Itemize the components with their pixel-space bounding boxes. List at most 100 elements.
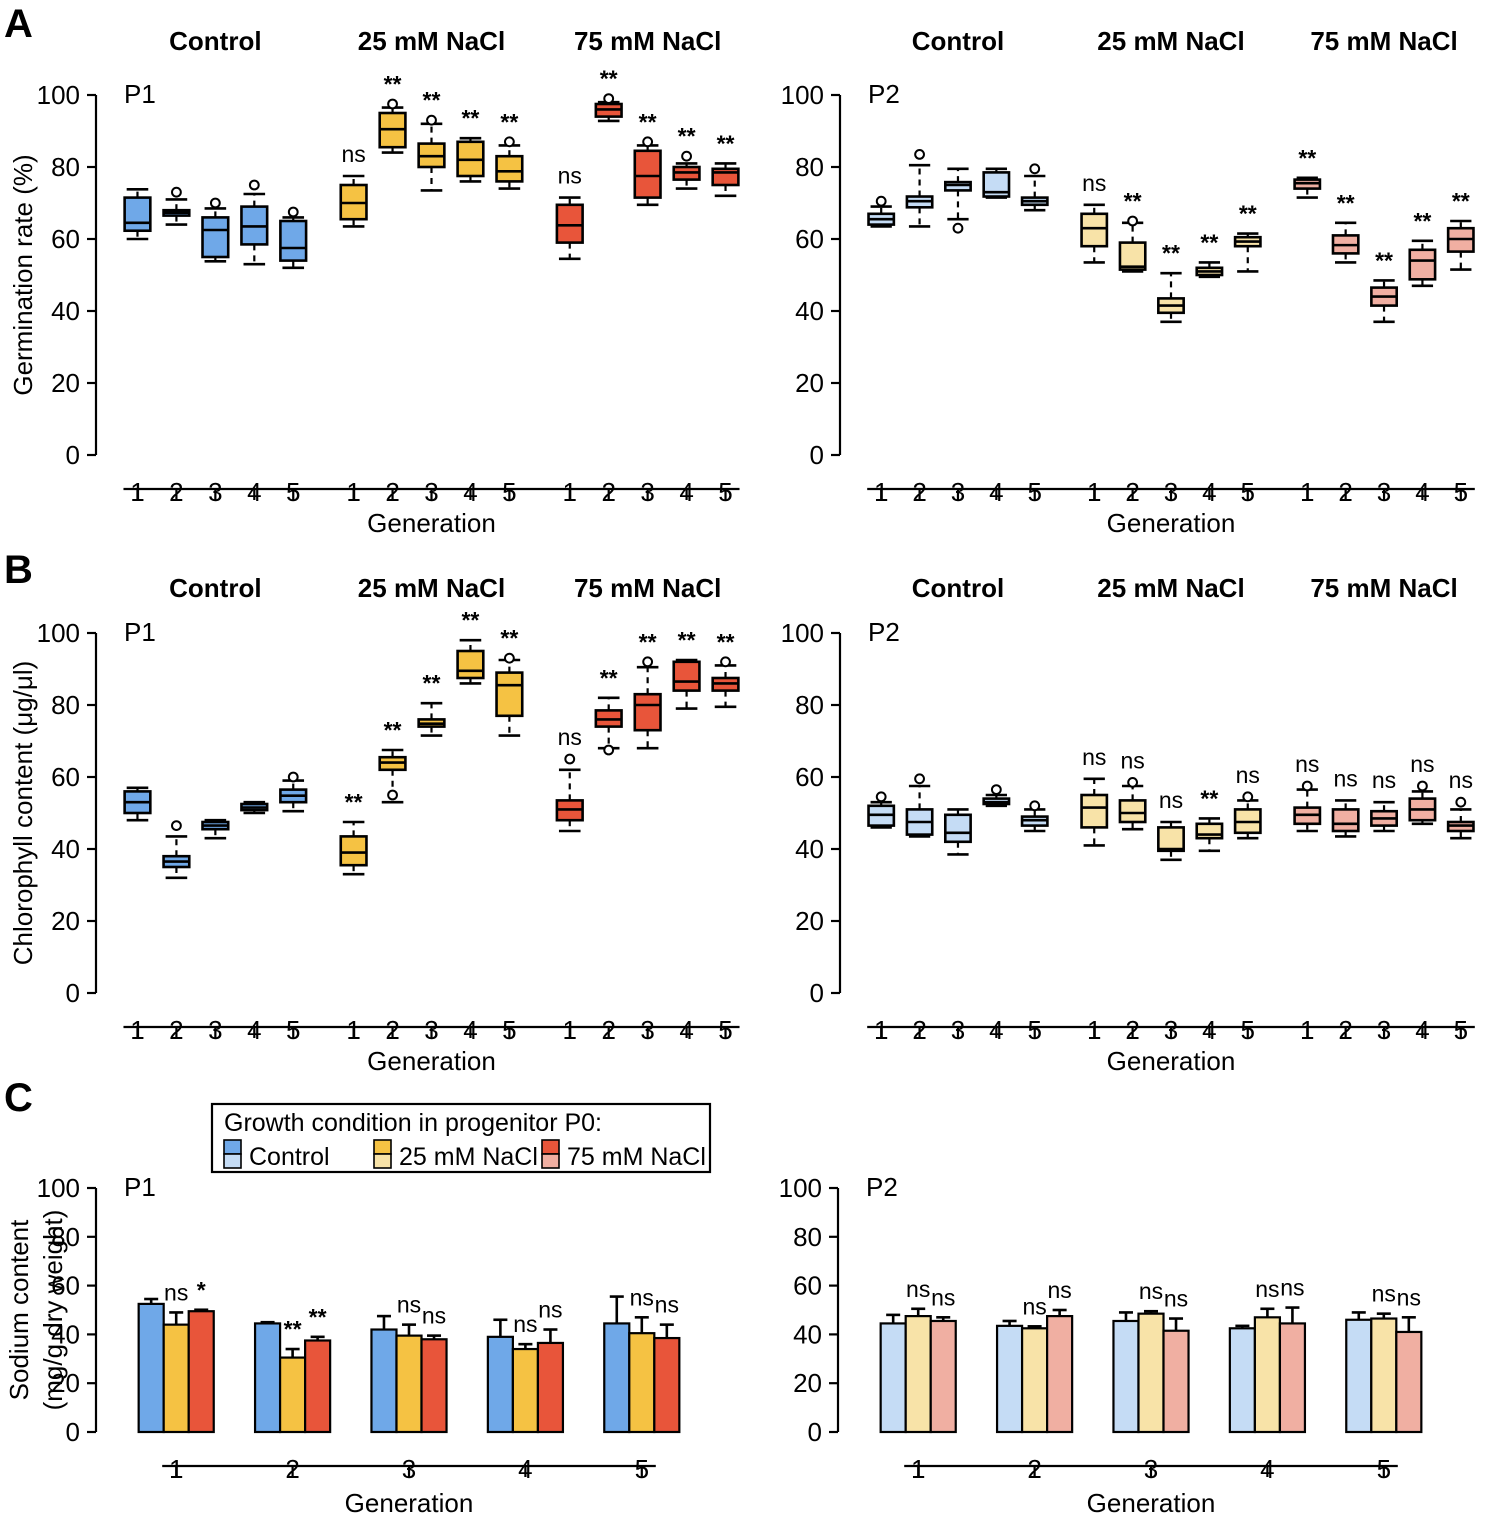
- boxplot-box[interactable]: [867, 791, 896, 829]
- bar-group[interactable]: [929, 1316, 957, 1434]
- legend-item[interactable]: 75 mM NaCl: [541, 1139, 706, 1171]
- boxplot-box[interactable]: [1331, 799, 1360, 838]
- boxplot-box[interactable]: [279, 771, 308, 813]
- bar-group[interactable]: [1253, 1307, 1282, 1434]
- bar-rect[interactable]: [1253, 1316, 1282, 1434]
- boxplot-box[interactable]: [1233, 232, 1262, 273]
- bar-group[interactable]: [370, 1314, 398, 1434]
- box-rect[interactable]: [279, 219, 308, 262]
- bar-group[interactable]: [1345, 1311, 1373, 1434]
- box-rect[interactable]: [201, 216, 230, 259]
- boxplot-box[interactable]: [905, 149, 934, 228]
- boxplot-box[interactable]: [555, 196, 584, 261]
- bar-group[interactable]: [1278, 1306, 1307, 1434]
- boxplot-box[interactable]: [1020, 163, 1049, 212]
- boxplot-box[interactable]: [201, 818, 230, 840]
- legend-item[interactable]: Control: [223, 1139, 330, 1171]
- box-rect[interactable]: [1118, 799, 1147, 824]
- box-rect[interactable]: [1157, 826, 1185, 853]
- bar-rect[interactable]: [904, 1314, 932, 1434]
- box-rect[interactable]: [495, 154, 524, 183]
- bar-rect[interactable]: [628, 1332, 656, 1434]
- boxplot-box[interactable]: [633, 136, 662, 207]
- boxplot-box[interactable]: [594, 93, 623, 123]
- boxplot-box[interactable]: [1157, 271, 1185, 324]
- bar-rect[interactable]: [1137, 1312, 1165, 1434]
- box-rect[interactable]: [1195, 822, 1224, 840]
- bar-rect[interactable]: [511, 1347, 540, 1434]
- box-rect[interactable]: [1408, 248, 1437, 281]
- boxplot-box[interactable]: [1293, 176, 1322, 199]
- bar-rect[interactable]: [420, 1338, 448, 1434]
- box-rect[interactable]: [672, 660, 701, 692]
- boxplot-box[interactable]: [495, 652, 524, 737]
- bar-rect[interactable]: [486, 1335, 514, 1434]
- boxplot-box[interactable]: [1080, 203, 1109, 264]
- box-rect[interactable]: [1331, 808, 1360, 833]
- bar-rect[interactable]: [1020, 1327, 1049, 1434]
- box-rect[interactable]: [555, 203, 584, 244]
- bar-group[interactable]: [187, 1308, 215, 1434]
- bar-rect[interactable]: [187, 1310, 215, 1434]
- bar-group[interactable]: [628, 1316, 656, 1434]
- boxplot-box[interactable]: [1331, 221, 1360, 264]
- boxplot-box[interactable]: [555, 753, 584, 833]
- bar-group[interactable]: [278, 1347, 307, 1434]
- boxplot-box[interactable]: [633, 656, 662, 750]
- box-rect[interactable]: [943, 813, 972, 844]
- box-rect[interactable]: [1118, 241, 1147, 271]
- bar-rect[interactable]: [304, 1339, 332, 1434]
- bar-rect[interactable]: [929, 1319, 957, 1434]
- boxplot-box[interactable]: [378, 748, 407, 804]
- bar-rect[interactable]: [162, 1323, 190, 1434]
- bar-group[interactable]: [1395, 1316, 1423, 1434]
- bar-group[interactable]: [879, 1313, 907, 1434]
- bar-group[interactable]: [904, 1307, 932, 1434]
- boxplot-box[interactable]: [982, 784, 1011, 808]
- boxplot-box[interactable]: [123, 786, 152, 822]
- bar-group[interactable]: [1046, 1308, 1074, 1434]
- bar-group[interactable]: [1112, 1311, 1140, 1434]
- bar-group[interactable]: [1228, 1324, 1256, 1434]
- bar-rect[interactable]: [1228, 1327, 1256, 1434]
- boxplot-box[interactable]: [162, 186, 191, 226]
- bar-group[interactable]: [486, 1318, 514, 1434]
- bar-group[interactable]: [536, 1328, 565, 1434]
- bar-group[interactable]: [995, 1319, 1024, 1434]
- boxplot-box[interactable]: [1408, 780, 1437, 826]
- bar-rect[interactable]: [1345, 1318, 1373, 1434]
- boxplot-box[interactable]: [201, 197, 230, 263]
- boxplot-box[interactable]: [240, 800, 269, 815]
- boxplot-box[interactable]: [1293, 780, 1322, 833]
- bar-group[interactable]: [511, 1342, 540, 1434]
- boxplot-box[interactable]: [378, 98, 407, 154]
- bar-rect[interactable]: [1395, 1330, 1423, 1434]
- box-rect[interactable]: [1080, 793, 1109, 829]
- boxplot-box[interactable]: [1118, 215, 1147, 273]
- bar-group[interactable]: [420, 1334, 448, 1434]
- boxplot-box[interactable]: [1408, 239, 1437, 288]
- boxplot-box[interactable]: [943, 808, 972, 856]
- bar-group[interactable]: [304, 1335, 332, 1434]
- boxplot-box[interactable]: [711, 656, 740, 709]
- bar-group[interactable]: [1020, 1325, 1049, 1434]
- box-rect[interactable]: [633, 692, 662, 732]
- boxplot-box[interactable]: [495, 136, 524, 190]
- boxplot-box[interactable]: [417, 114, 446, 192]
- bar-rect[interactable]: [370, 1328, 398, 1434]
- bar-rect[interactable]: [1278, 1322, 1307, 1434]
- boxplot-box[interactable]: [943, 167, 972, 234]
- bar-group[interactable]: [395, 1323, 423, 1434]
- boxplot-box[interactable]: [1157, 820, 1185, 862]
- boxplot-box[interactable]: [123, 188, 152, 241]
- boxplot-box[interactable]: [1233, 791, 1262, 840]
- boxplot-box[interactable]: [339, 820, 368, 876]
- bar-group[interactable]: [162, 1311, 190, 1434]
- legend-item[interactable]: 25 mM NaCl: [373, 1139, 538, 1171]
- box-rect[interactable]: [495, 671, 524, 718]
- bar-rect[interactable]: [395, 1334, 423, 1434]
- boxplot-box[interactable]: [417, 701, 446, 737]
- bar-rect[interactable]: [603, 1322, 631, 1434]
- bar-rect[interactable]: [253, 1322, 282, 1434]
- boxplot-box[interactable]: [594, 696, 623, 756]
